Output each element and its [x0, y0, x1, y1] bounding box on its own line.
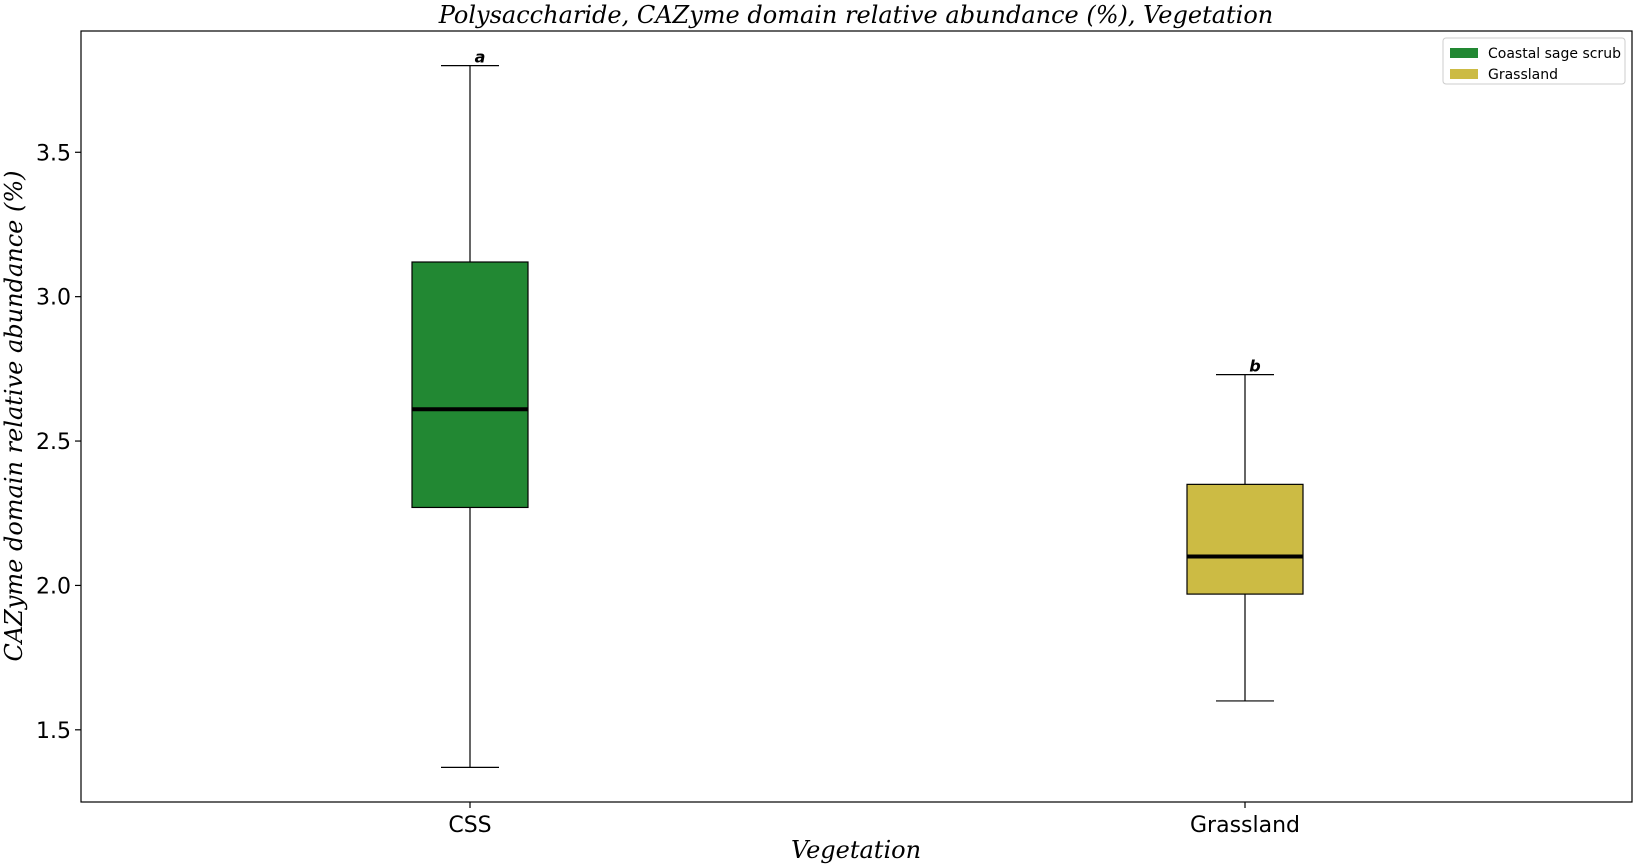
iqr-box [411, 261, 529, 509]
legend-label: Coastal sage scrub [1488, 46, 1621, 62]
box-css: a [411, 48, 529, 768]
chart-title: Polysaccharide, CAZyme domain relative a… [438, 1, 1274, 29]
y-tick-label: 3.0 [36, 286, 71, 311]
significance-label: b [1249, 357, 1260, 376]
iqr-box [1186, 483, 1304, 595]
x-tick-label: CSS [448, 813, 491, 838]
boxes: ab [411, 48, 1304, 768]
legend: Coastal sage scrub Grassland [1442, 37, 1626, 85]
legend-label: Grassland [1488, 67, 1558, 83]
plot-area [80, 30, 1633, 803]
significance-label: a [475, 48, 486, 67]
y-tick-label: 1.5 [36, 719, 71, 744]
box-grassland: b [1186, 357, 1304, 702]
x-tick-label: Grassland [1190, 813, 1300, 838]
y-axis-title: CAZyme domain relative abundance (%) [0, 170, 28, 661]
legend-swatch [1450, 48, 1478, 58]
legend-frame [1442, 37, 1626, 85]
y-tick-label: 2.5 [36, 430, 71, 455]
x-axis: CSS Grassland [448, 802, 1300, 838]
y-tick-label: 2.0 [36, 574, 71, 599]
y-tick-label: 3.5 [36, 141, 71, 166]
x-axis-title: Vegetation [791, 836, 921, 864]
y-axis: 1.5 2.0 2.5 3.0 3.5 [36, 141, 81, 744]
legend-swatch [1450, 69, 1478, 79]
